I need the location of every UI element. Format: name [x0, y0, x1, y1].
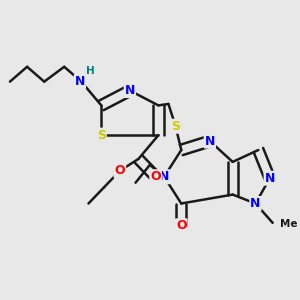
- Text: N: N: [250, 197, 261, 210]
- Text: H: H: [85, 66, 94, 76]
- Text: O: O: [150, 170, 161, 183]
- Text: N: N: [125, 84, 135, 97]
- Text: N: N: [75, 75, 85, 88]
- Text: O: O: [115, 164, 125, 177]
- Text: N: N: [159, 170, 169, 183]
- Text: N: N: [205, 135, 215, 148]
- Text: N: N: [265, 172, 275, 185]
- Text: Me: Me: [280, 219, 297, 229]
- Text: S: S: [171, 120, 180, 133]
- Text: S: S: [97, 129, 106, 142]
- Text: O: O: [176, 219, 187, 232]
